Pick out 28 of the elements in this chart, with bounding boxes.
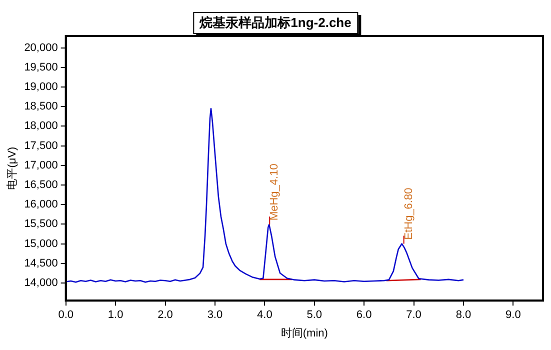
y-tick-label: 18,000	[24, 120, 58, 132]
y-axis-title: 电平(μV)	[6, 146, 19, 190]
y-tick-label: 16,000	[24, 198, 58, 211]
x-tick-label: 4.0	[257, 309, 272, 322]
y-tick-label: 15,500	[24, 218, 58, 230]
x-tick-label: 5.0	[306, 309, 322, 322]
x-tick-label: 8.0	[456, 309, 472, 322]
annotation: EtHg_6.80	[402, 188, 415, 240]
y-tick-label: 14,500	[24, 257, 58, 270]
y-tick-label: 17,500	[24, 140, 58, 152]
y-tick-label: 18,500	[24, 100, 58, 113]
x-tick-label: 1.0	[108, 309, 124, 322]
x-axis-title: 时间(min)	[280, 326, 328, 340]
y-tick-label: 14,000	[24, 276, 58, 289]
x-tick-label: 6.0	[356, 309, 372, 322]
y-tick-label: 20,000	[24, 42, 58, 54]
annotation: MeHg_4.10	[268, 164, 281, 221]
x-tick-label: 0.0	[58, 309, 74, 322]
y-tick-label: 16,500	[24, 178, 58, 191]
y-tick-label: 17,000	[24, 159, 58, 172]
x-tick-label: 3.0	[207, 309, 223, 322]
y-tick-label: 19,000	[24, 80, 58, 93]
x-tick-label: 9.0	[506, 309, 521, 322]
y-tick-label: 19,500	[24, 61, 58, 74]
chart-title: 烷基汞样品加标1ng-2.che	[192, 12, 358, 34]
x-tick-label: 7.0	[406, 309, 422, 322]
x-tick-label: 2.0	[158, 309, 173, 322]
y-tick-label: 15,000	[24, 238, 58, 250]
